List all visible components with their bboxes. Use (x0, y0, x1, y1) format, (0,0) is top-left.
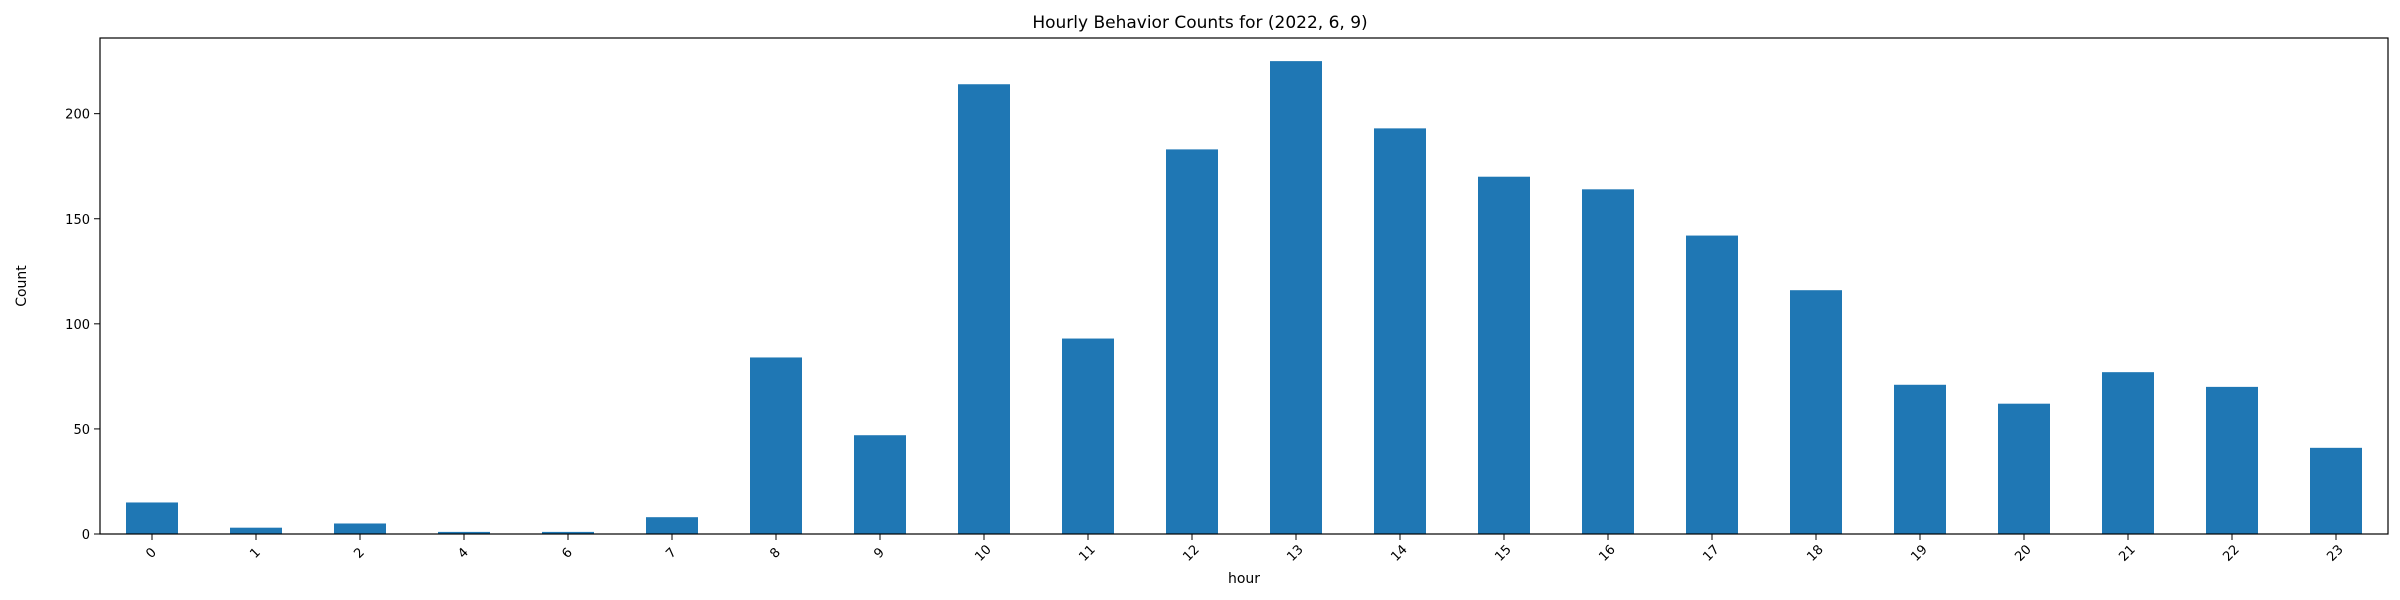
x-tick-label: 0 (143, 545, 159, 561)
y-axis: 0 50 100 150 200 (65, 108, 100, 543)
x-tick-label: 17 (1700, 542, 1722, 564)
bar-hour-17 (1686, 235, 1738, 534)
chart-title: Hourly Behavior Counts for (2022, 6, 9) (1032, 13, 1367, 33)
bar-hour-18 (1790, 290, 1842, 534)
x-tick-label: 16 (1596, 542, 1618, 564)
x-tick-label: 19 (1908, 542, 1930, 564)
x-tick-label: 2 (351, 545, 367, 561)
x-tick-label: 21 (2116, 542, 2138, 564)
y-tick-label: 50 (73, 423, 90, 438)
bar-hour-11 (1062, 338, 1114, 534)
x-tick-label: 23 (2324, 542, 2346, 564)
bar-hour-14 (1374, 128, 1426, 534)
x-tick-label: 9 (871, 545, 887, 561)
bar-hour-0 (126, 502, 178, 534)
x-tick-label: 10 (972, 542, 994, 564)
x-tick-label: 8 (767, 545, 783, 561)
x-tick-label: 22 (2220, 542, 2242, 564)
x-tick-label: 4 (455, 545, 471, 561)
bar-hour-13 (1270, 61, 1322, 535)
x-tick-label: 6 (559, 545, 575, 561)
x-tick-label: 18 (1804, 542, 1826, 564)
bar-hour-7 (646, 517, 698, 534)
y-tick-label: 100 (65, 318, 90, 333)
x-tick-label: 12 (1180, 542, 1202, 564)
bar-hour-1 (230, 527, 282, 534)
y-tick-label: 0 (82, 528, 90, 543)
bar-hour-12 (1166, 149, 1218, 534)
bar-hour-4 (438, 531, 490, 534)
bar-hour-22 (2206, 386, 2258, 534)
bar-hour-20 (1998, 403, 2050, 534)
bar-hour-10 (958, 84, 1010, 535)
x-tick-label: 11 (1076, 542, 1098, 564)
bar-hour-16 (1582, 189, 1634, 534)
bar-hour-19 (1894, 384, 1946, 534)
x-tick-label: 1 (247, 545, 263, 561)
y-axis-label: Count (14, 265, 30, 307)
bar-hour-8 (750, 357, 802, 534)
bars-group (126, 61, 2362, 535)
bar-hour-9 (854, 435, 906, 534)
x-axis: 0 1 2 4 6 7 8 9 10 11 12 13 14 15 16 17 18 19 20 21 22 23 (143, 534, 2347, 565)
y-tick-label: 150 (65, 213, 90, 228)
bar-hour-23 (2310, 447, 2362, 534)
x-tick-label: 20 (2012, 542, 2034, 564)
x-tick-label: 14 (1388, 542, 1410, 564)
plot-frame (99, 37, 2389, 535)
y-tick-label: 200 (65, 108, 90, 123)
x-tick-label: 7 (663, 545, 679, 561)
bar-hour-15 (1478, 176, 1530, 534)
x-tick-label: 13 (1284, 542, 1306, 564)
bar-hour-6 (542, 531, 594, 534)
bar-hour-21 (2102, 372, 2154, 534)
bar-hour-2 (334, 523, 386, 534)
x-tick-label: 15 (1492, 542, 1514, 564)
x-axis-label: hour (1228, 571, 1260, 587)
